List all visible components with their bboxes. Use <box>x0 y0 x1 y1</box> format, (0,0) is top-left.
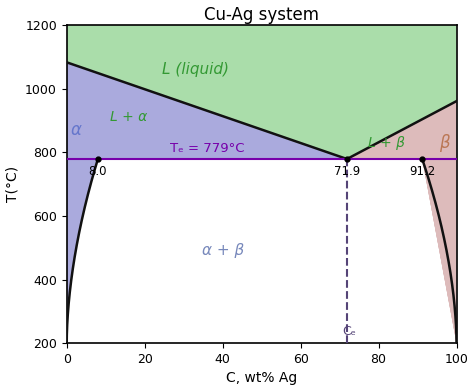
Polygon shape <box>67 25 456 159</box>
Text: Cₑ: Cₑ <box>342 325 356 338</box>
X-axis label: C, wt% Ag: C, wt% Ag <box>226 371 297 386</box>
Polygon shape <box>67 62 347 159</box>
Title: Cu-Ag system: Cu-Ag system <box>204 5 319 23</box>
Text: Tₑ = 779°C: Tₑ = 779°C <box>170 142 244 154</box>
Text: α: α <box>71 121 82 139</box>
Y-axis label: T(°C): T(°C) <box>6 166 19 202</box>
Text: 8.0: 8.0 <box>89 165 107 178</box>
Polygon shape <box>422 159 456 343</box>
Text: L + β: L + β <box>368 136 405 150</box>
Text: α + β: α + β <box>201 244 244 258</box>
Text: β: β <box>439 134 450 152</box>
Text: 91.2: 91.2 <box>409 165 435 178</box>
Text: L + α: L + α <box>110 110 148 124</box>
Text: L (liquid): L (liquid) <box>162 62 229 77</box>
Polygon shape <box>67 159 98 343</box>
Polygon shape <box>347 101 456 159</box>
Polygon shape <box>422 159 456 343</box>
Text: 71.9: 71.9 <box>334 165 360 178</box>
